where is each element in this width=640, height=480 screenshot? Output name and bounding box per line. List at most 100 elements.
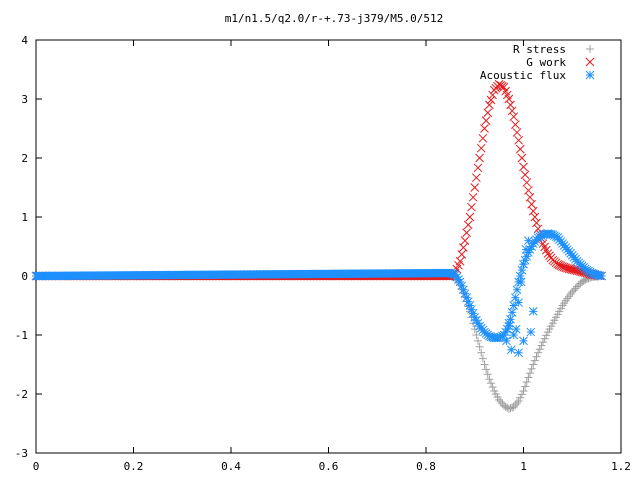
y-tick-label: -2 — [15, 388, 28, 401]
series-2-scatter-point — [509, 330, 519, 340]
series-2-point — [517, 265, 527, 275]
series-0-point — [522, 378, 531, 387]
series-0-point — [563, 294, 572, 303]
series-1-point — [472, 173, 481, 183]
series-1-point — [522, 178, 532, 187]
series-0-point — [488, 383, 497, 392]
series-0-point — [540, 334, 549, 343]
series-1-point — [476, 143, 486, 153]
legend-marker — [586, 45, 594, 53]
series-0-point — [477, 348, 486, 357]
series-1-point — [511, 120, 520, 129]
series-0-point — [519, 387, 528, 396]
series-1-point — [467, 202, 476, 212]
series-0-point — [509, 402, 518, 411]
y-tick-label: 2 — [21, 152, 28, 165]
series-2-scatter-point — [502, 336, 511, 346]
series-1-point — [566, 264, 575, 274]
series-0-point — [496, 397, 505, 406]
series-2-point — [507, 308, 517, 317]
series-1-point — [455, 256, 465, 266]
series-0-point — [514, 397, 523, 406]
x-tick-label: 0.8 — [416, 460, 436, 473]
series-1-point — [485, 100, 494, 110]
series-0-point — [480, 360, 489, 369]
series-2-point — [511, 293, 520, 302]
series-0-point — [571, 284, 580, 293]
series-0-point — [539, 338, 547, 347]
x-tick-label: 0.2 — [124, 460, 144, 473]
series-1-point — [527, 199, 536, 209]
series-1-point — [506, 100, 515, 110]
series-2-scatter-point — [514, 348, 523, 358]
series-0-point — [535, 345, 544, 354]
legend-marker — [585, 70, 595, 80]
x-tick-label: 1 — [520, 460, 527, 473]
series-2-scatter-point — [524, 236, 533, 245]
series-1-point — [470, 183, 480, 192]
legend-label: R stress — [513, 43, 566, 56]
series-0-point — [578, 277, 586, 286]
series-0-point — [487, 379, 495, 388]
series-1-point — [519, 162, 528, 172]
series-1-point — [460, 236, 470, 245]
series-1-point — [504, 94, 514, 104]
series-0-point — [568, 287, 577, 296]
series-1-point — [486, 95, 496, 105]
series-1-point — [457, 250, 467, 259]
series-2-scatter-point — [519, 336, 528, 346]
legend-label: Acoustic flux — [480, 69, 566, 82]
series-0-point — [565, 292, 573, 301]
series-0-point — [521, 382, 530, 391]
series-1-point — [517, 153, 527, 163]
series-0-point — [542, 331, 551, 340]
series-1-point — [512, 128, 522, 137]
series-0-point — [513, 399, 521, 408]
x-tick-label: 0.4 — [221, 460, 241, 473]
series-1-point — [459, 243, 468, 252]
series-2-point — [597, 271, 606, 281]
series-0-point — [500, 401, 508, 410]
legend-label: G work — [526, 56, 566, 69]
series-1-point — [532, 218, 541, 228]
series-1-point — [559, 262, 569, 272]
series-1-point — [524, 186, 533, 195]
series-1-point — [530, 212, 540, 222]
y-tick-label: -3 — [15, 447, 28, 460]
series-2-point — [509, 301, 519, 310]
series-0-point — [529, 360, 538, 369]
series-0-point — [517, 390, 526, 399]
series-1-point — [558, 262, 567, 271]
series-1-point — [475, 153, 484, 163]
series-0-point — [483, 370, 492, 379]
y-tick-label: 0 — [21, 270, 28, 283]
series-2-scatter-point — [506, 345, 516, 355]
series-1-point — [483, 108, 493, 118]
series-2-point — [460, 289, 470, 299]
series-0-point — [530, 356, 539, 365]
series-0-point — [474, 336, 482, 345]
series-0-point — [485, 375, 494, 384]
series-0-point — [534, 348, 543, 357]
axis-ticks: 0 0.2 0.4 0.6 0.8 1 1.2 -3 -2 -1 0 1 2 3 4 — [15, 34, 631, 473]
series-2-point — [512, 285, 522, 295]
series-2-scatter-point — [516, 277, 526, 287]
series-2-scatter-point — [504, 318, 514, 328]
series-0-point — [537, 341, 546, 350]
series-1-point — [520, 170, 530, 180]
series-1-point — [465, 212, 475, 222]
series-1-point — [515, 144, 525, 154]
series-0-point — [516, 393, 525, 402]
series-1-point — [525, 192, 535, 202]
series-0-point — [566, 290, 575, 299]
data-points — [31, 79, 606, 413]
x-tick-label: 1.2 — [611, 460, 631, 473]
series-0-point — [579, 276, 588, 285]
series-2-scatter-point — [528, 307, 538, 316]
x-tick-label: 0.6 — [319, 460, 339, 473]
series-0-point — [478, 354, 487, 363]
series-0-point — [501, 402, 510, 411]
